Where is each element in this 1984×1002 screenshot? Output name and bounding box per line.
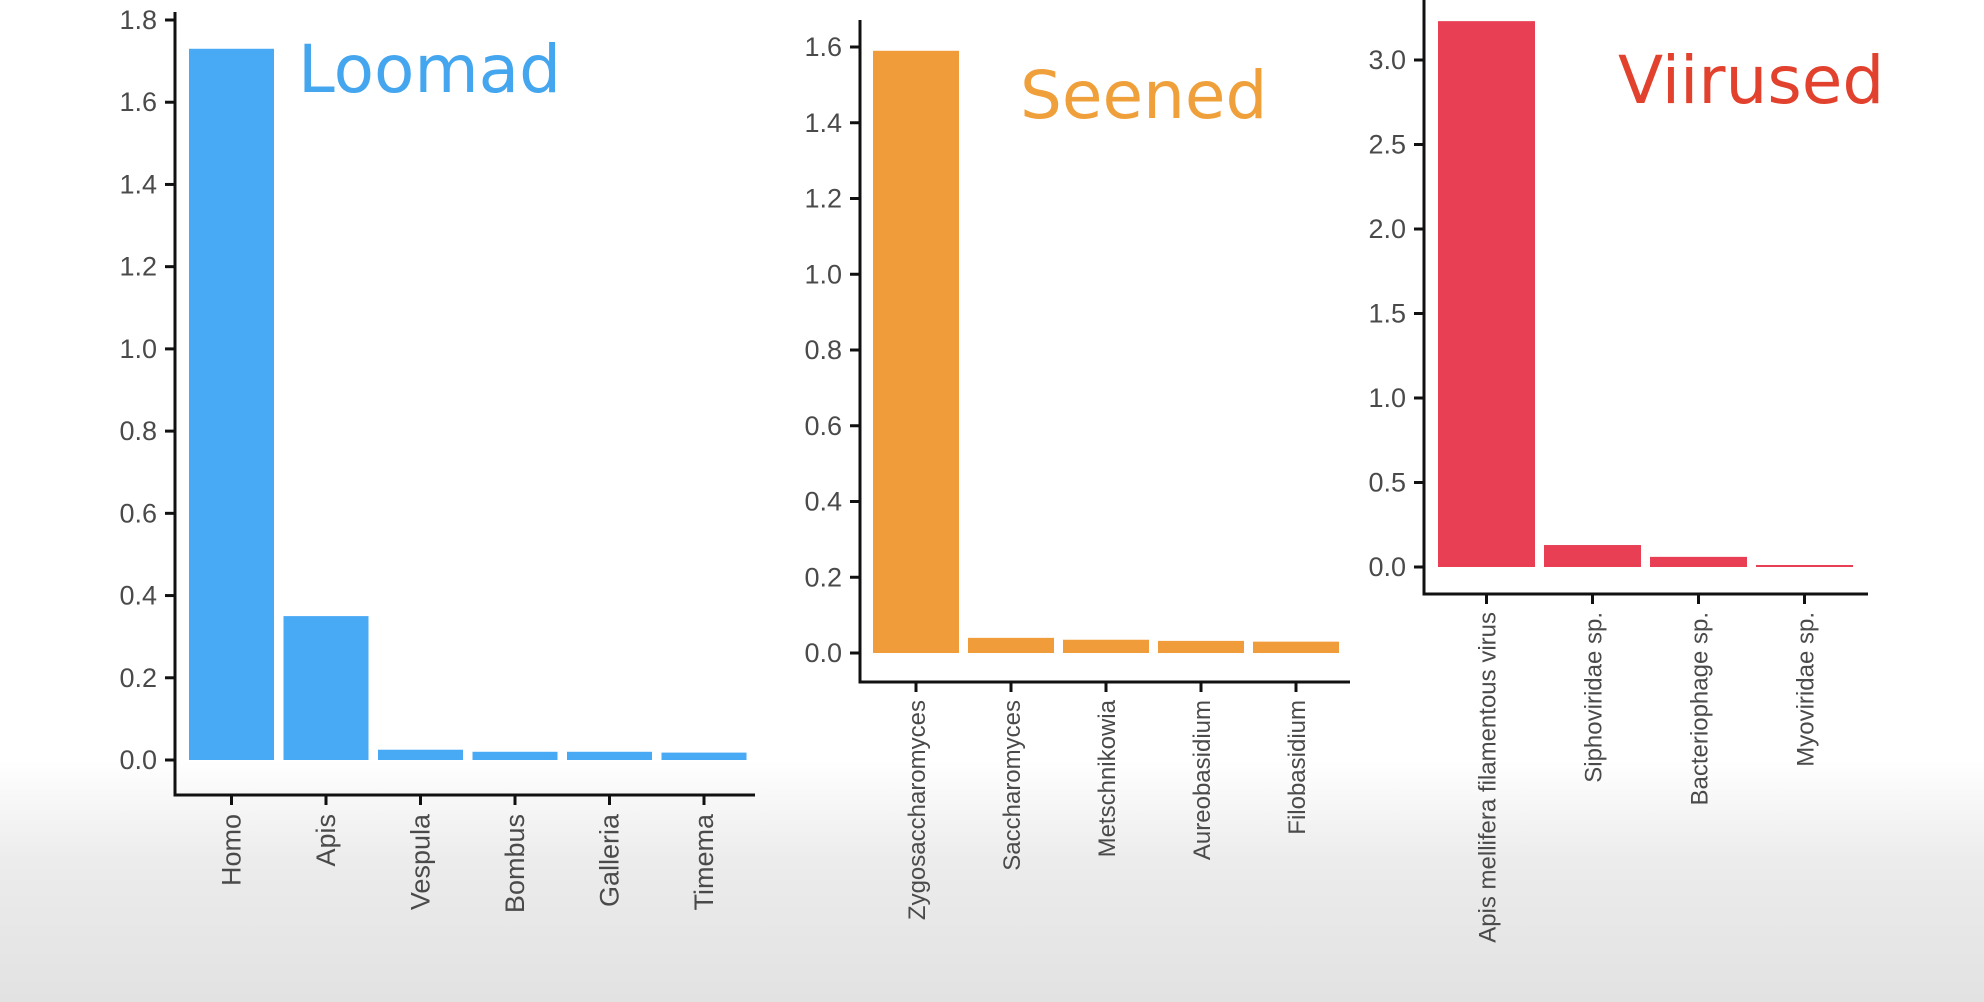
y-tick-label: 2.0 <box>1368 214 1406 244</box>
y-tick-label: 1.2 <box>804 184 842 214</box>
bar-bombus <box>472 751 558 760</box>
y-tick-label: 0.2 <box>804 562 842 592</box>
x-tick-label: Galleria <box>595 813 625 907</box>
y-tick-label: 0.6 <box>804 411 842 441</box>
bar-apis <box>283 616 369 760</box>
y-tick-label: 1.2 <box>119 252 157 282</box>
chart-title-seened: Seened <box>1020 57 1267 134</box>
y-tick-label: 0.2 <box>119 663 157 693</box>
y-tick-label: 0.4 <box>119 581 157 611</box>
y-tick-label: 3.0 <box>1368 45 1406 75</box>
y-tick-label: 1.0 <box>1368 383 1406 413</box>
chart-panel-seened: Seened 0.0 0.2 0.4 0.6 0.8 1.0 1.2 1.4 1.6 Zygosa… <box>804 20 1350 920</box>
bar-siphoviridae-sp- <box>1544 545 1641 567</box>
y-tick-label: 1.4 <box>119 169 157 199</box>
chart-title-loomad: Loomad <box>298 31 561 108</box>
x-tick-label: Bombus <box>500 814 530 913</box>
x-tick-label: Vespula <box>406 813 436 910</box>
y-tick-label: 2.5 <box>1368 130 1406 160</box>
y-tick-label: 0.8 <box>804 335 842 365</box>
bar-saccharomyces <box>968 637 1054 653</box>
y-tick-label: 0.0 <box>119 745 157 775</box>
x-tick-label: Saccharomyces <box>999 700 1026 871</box>
y-tick-label: 1.0 <box>804 259 842 289</box>
y-tick-label: 0.0 <box>804 638 842 668</box>
x-tick-label: Bacteriophage sp. <box>1687 612 1714 805</box>
chart-title-viirused: Viirused <box>1618 42 1884 119</box>
y-tick-label: 1.8 <box>119 5 157 35</box>
bar-vespula <box>378 749 463 760</box>
x-tick-label: Apis <box>311 814 341 867</box>
bar-filobasidium <box>1253 641 1339 653</box>
x-tick-label: Homo <box>217 814 247 886</box>
bar-myoviridae-sp- <box>1756 565 1853 567</box>
x-tick-label: Siphoviridae sp. <box>1581 612 1608 783</box>
y-tick-label: 1.0 <box>119 334 157 364</box>
x-tick-label: Timema <box>689 813 719 910</box>
y-tick-label: 0.8 <box>119 416 157 446</box>
x-tick-label: Aureobasidium <box>1189 700 1216 860</box>
x-tick-label: Apis mellifera filamentous virus <box>1475 612 1502 943</box>
y-tick-label: 0.5 <box>1368 468 1406 498</box>
y-tick-label: 1.6 <box>804 32 842 62</box>
x-tick-label: Zygosaccharomyces <box>904 700 931 920</box>
x-tick-label: Metschnikowia <box>1094 699 1121 857</box>
bar-zygosaccharomyces <box>873 50 959 654</box>
bar-timema <box>661 752 747 760</box>
x-tick-label: Filobasidium <box>1284 700 1311 835</box>
x-tick-label: Myoviridae sp. <box>1793 612 1820 767</box>
y-tick-label: 0.4 <box>804 487 842 517</box>
y-tick-label: 1.4 <box>804 108 842 138</box>
bar-apis-mellifera-filamentous-virus <box>1438 21 1535 567</box>
bar-bacteriophage-sp- <box>1650 556 1747 567</box>
y-tick-label: 0.0 <box>1368 552 1406 582</box>
bar-aureobasidium <box>1158 640 1244 653</box>
chart-panel-loomad: Loomad 0.0 0.2 0.4 0.6 0.8 1.0 1.2 1.4 1.6 1.8 Hom… <box>119 5 755 913</box>
y-tick-label: 1.5 <box>1368 299 1406 329</box>
bar-metschnikowia <box>1063 639 1149 653</box>
bar-homo <box>189 48 274 761</box>
chart-panel-viirused: Viirused 0.0 0.5 1.0 1.5 2.0 2.5 3.0 Apis melli… <box>1368 0 1884 943</box>
bar-galleria <box>567 751 652 760</box>
y-tick-label: 1.6 <box>119 87 157 117</box>
y-tick-label: 0.6 <box>119 498 157 528</box>
